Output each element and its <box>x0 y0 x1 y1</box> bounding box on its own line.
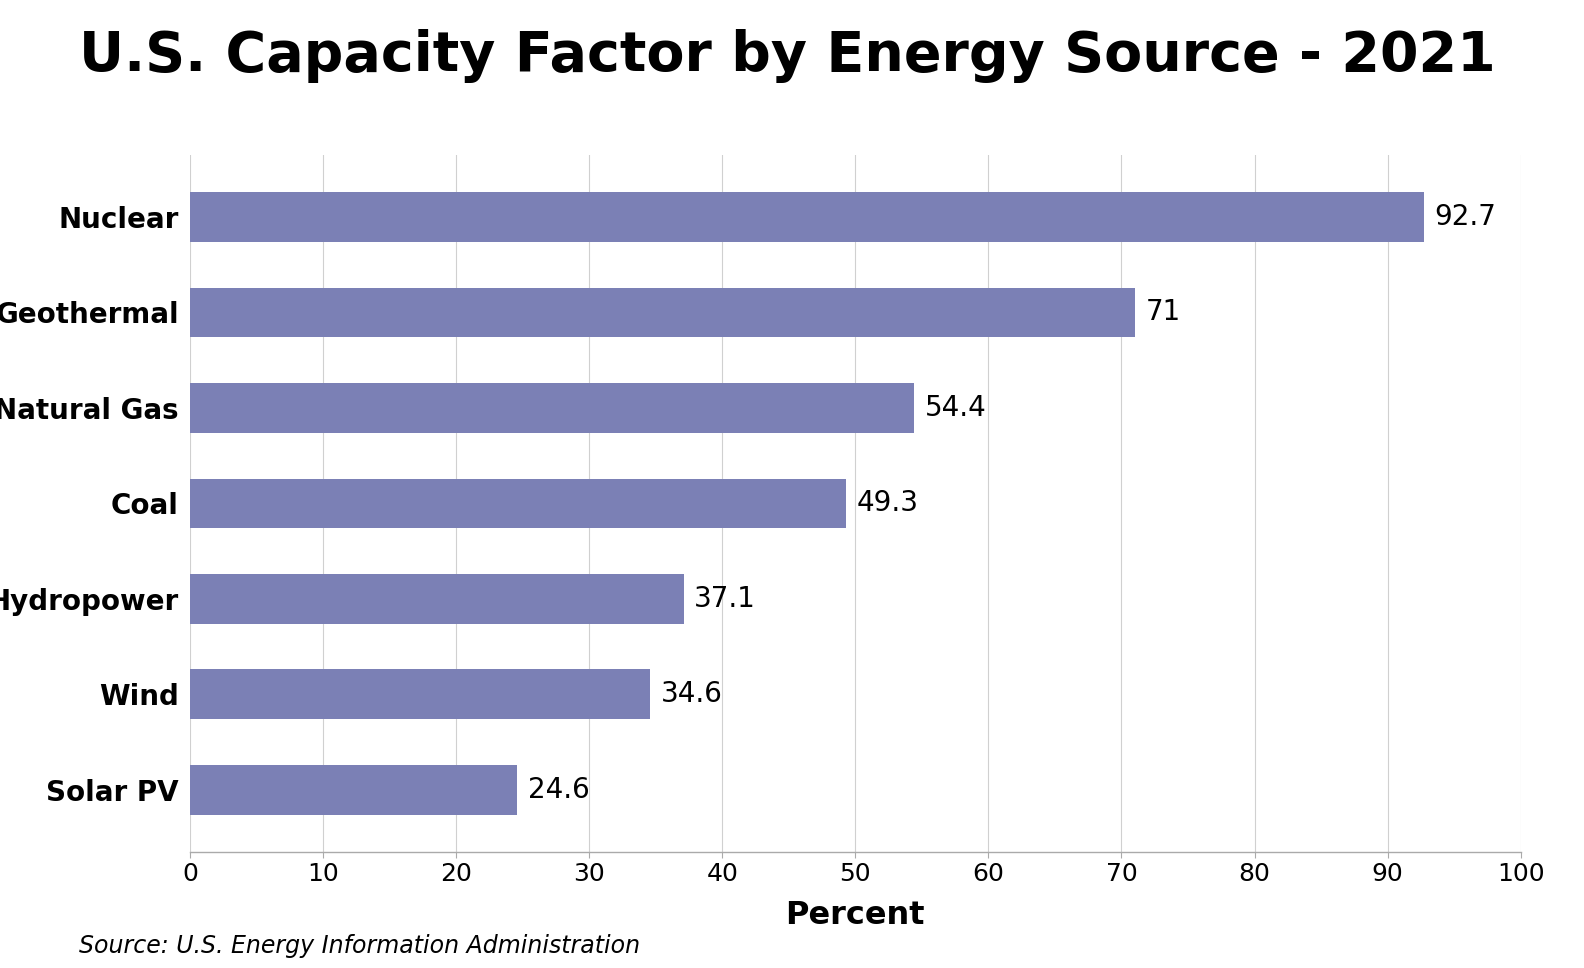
Text: 34.6: 34.6 <box>661 681 722 709</box>
Text: 92.7: 92.7 <box>1434 203 1495 231</box>
Text: 37.1: 37.1 <box>694 585 756 613</box>
Bar <box>190 287 1134 337</box>
Text: 71: 71 <box>1145 298 1180 326</box>
Bar <box>190 670 651 719</box>
Bar <box>190 478 846 529</box>
Bar <box>190 383 914 433</box>
Bar <box>190 765 518 815</box>
Text: Source: U.S. Energy Information Administration: Source: U.S. Energy Information Administ… <box>79 934 640 958</box>
Text: 24.6: 24.6 <box>527 775 589 803</box>
Text: 49.3: 49.3 <box>857 490 919 517</box>
X-axis label: Percent: Percent <box>786 900 925 931</box>
Text: U.S. Capacity Factor by Energy Source - 2021: U.S. Capacity Factor by Energy Source - … <box>79 29 1495 83</box>
Text: 54.4: 54.4 <box>925 394 987 422</box>
Bar <box>190 192 1424 242</box>
Bar <box>190 574 684 623</box>
